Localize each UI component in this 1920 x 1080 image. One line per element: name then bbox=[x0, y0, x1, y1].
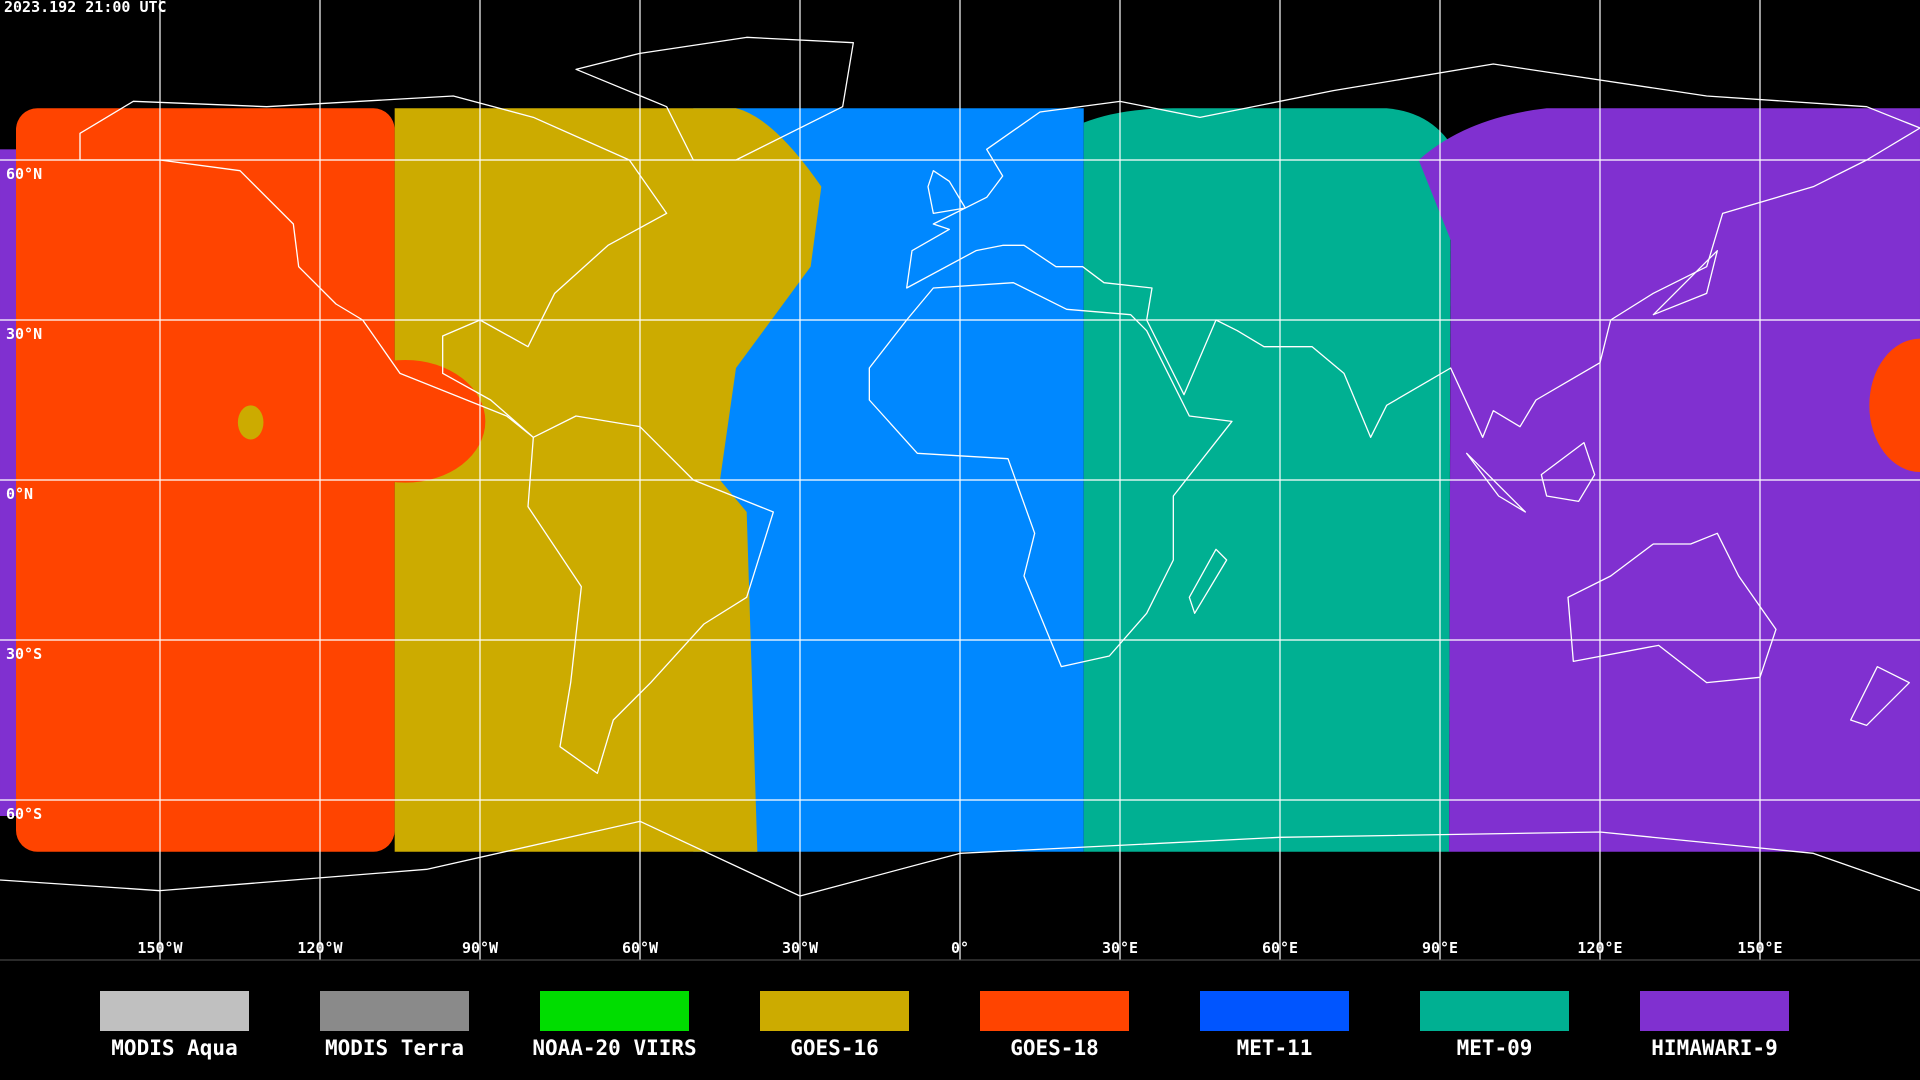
latitude-label: 0°N bbox=[6, 485, 33, 503]
longitude-label: 150°W bbox=[137, 939, 183, 957]
longitude-label: 90°W bbox=[462, 939, 499, 957]
legend-swatch bbox=[540, 991, 689, 1031]
legend-label: MET-09 bbox=[1457, 1036, 1533, 1060]
legend-swatch bbox=[320, 991, 469, 1031]
legend-swatch bbox=[1200, 991, 1349, 1031]
legend-swatch bbox=[1420, 991, 1569, 1031]
legend-label: MODIS Aqua bbox=[111, 1036, 237, 1060]
longitude-label: 120°W bbox=[297, 939, 343, 957]
legend: MODIS Aqua MODIS Terra NOAA-20 VIIRS GOES-1… bbox=[100, 991, 1789, 1060]
longitude-label: 120°E bbox=[1577, 939, 1622, 957]
latitude-label: 60°S bbox=[6, 805, 42, 823]
longitude-label: 0° bbox=[951, 939, 969, 957]
legend-swatch bbox=[980, 991, 1129, 1031]
graticule: 60°N 30°N 0°N 30°S 60°S 150°W 120°W 90°W 60°W 30°… bbox=[0, 0, 1920, 960]
coastlines bbox=[0, 37, 1920, 896]
legend-label: HIMAWARI-9 bbox=[1651, 1036, 1777, 1060]
latitude-label: 30°N bbox=[6, 325, 42, 343]
legend-label: GOES-16 bbox=[790, 1036, 879, 1060]
legend-swatch bbox=[1640, 991, 1789, 1031]
latitude-label: 30°S bbox=[6, 645, 42, 663]
legend-swatch bbox=[760, 991, 909, 1031]
legend-label: MET-11 bbox=[1237, 1036, 1313, 1060]
longitude-label: 30°E bbox=[1102, 939, 1138, 957]
timestamp: 2023.192 21:00 UTC bbox=[4, 0, 167, 16]
legend-label: GOES-18 bbox=[1010, 1036, 1099, 1060]
longitude-label: 150°E bbox=[1737, 939, 1782, 957]
coverage-himawari-edge bbox=[0, 149, 17, 816]
longitude-label: 60°E bbox=[1262, 939, 1298, 957]
longitude-label: 90°E bbox=[1422, 939, 1458, 957]
map-coverage bbox=[0, 37, 1920, 896]
coverage-goes18-bulge bbox=[325, 360, 486, 483]
longitude-label: 60°W bbox=[622, 939, 659, 957]
longitude-label: 30°W bbox=[782, 939, 819, 957]
latitude-label: 60°N bbox=[6, 165, 42, 183]
legend-label: MODIS Terra bbox=[325, 1036, 464, 1060]
coverage-dot bbox=[237, 405, 264, 440]
legend-label: NOAA-20 VIIRS bbox=[532, 1036, 696, 1060]
coverage-goes18-wrap bbox=[1869, 338, 1920, 472]
legend-swatch bbox=[100, 991, 249, 1031]
